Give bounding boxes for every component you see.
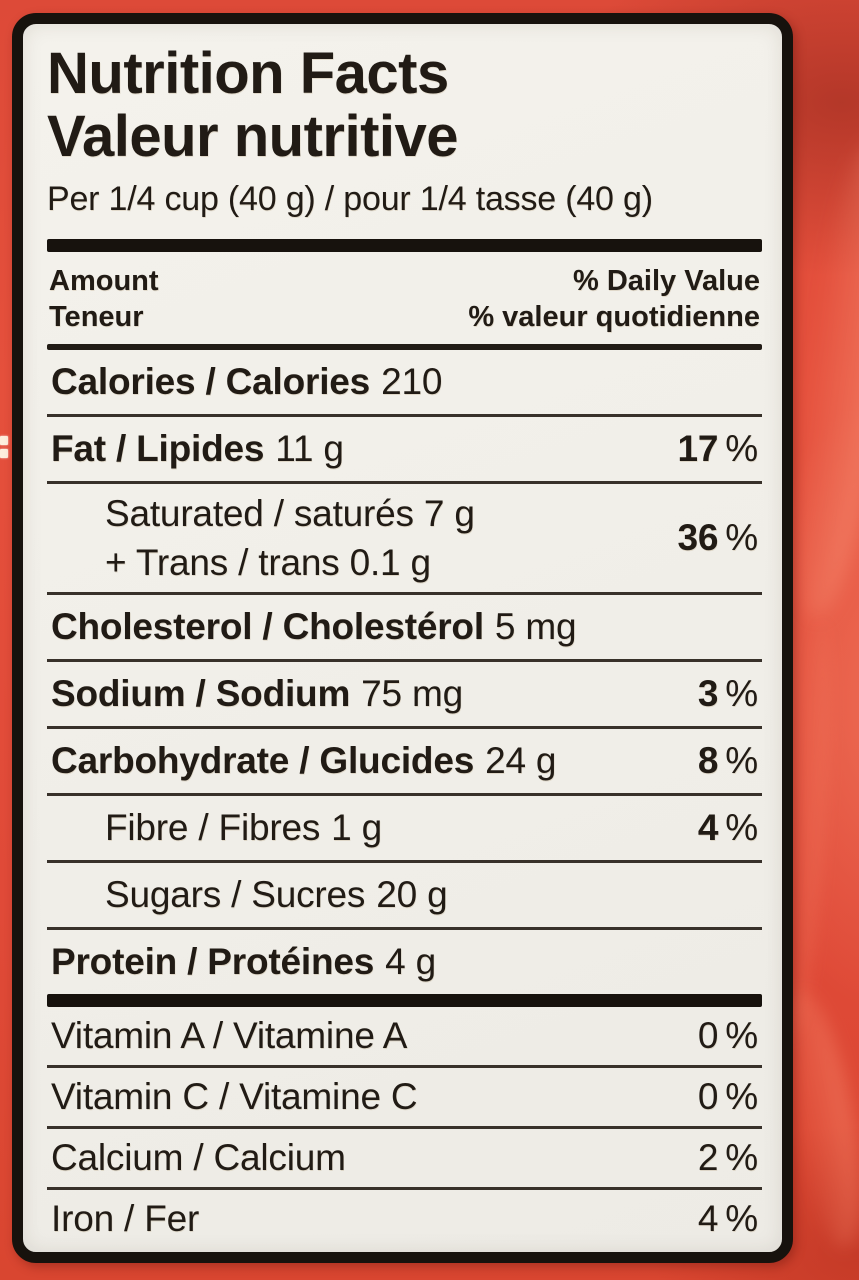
daily-value-label-en: % Daily Value xyxy=(573,265,760,297)
amount-label-fr: Teneur xyxy=(49,301,144,333)
nutrition-facts-label: Nutrition Facts Valeur nutritive Per 1/4… xyxy=(12,13,793,1263)
divider-thin xyxy=(47,592,762,595)
nutrient-name: Vitamin C / Vitamine C xyxy=(51,1076,418,1117)
divider-medium xyxy=(47,344,762,350)
nutrient-value: 1 g xyxy=(331,807,382,848)
daily-value-percent: 3% xyxy=(697,673,758,714)
title-french: Valeur nutritive xyxy=(47,104,459,169)
nutrient-name: Cholesterol / Cholestérol xyxy=(51,606,484,647)
nutrient-name: Saturated / saturés 7 g xyxy=(105,493,475,534)
nutrient-name: Sugars / Sucres xyxy=(105,874,366,915)
nutrient-name: Calories / Calories xyxy=(51,361,371,402)
label-title: Nutrition Facts Valeur nutritive xyxy=(47,42,762,168)
daily-value-percent: 0% xyxy=(697,1076,758,1117)
amount-column-header: Amount Teneur xyxy=(49,263,159,335)
nutrient-row-calories: Calories / Calories 210 xyxy=(47,350,762,414)
bag-edge-print-fragment xyxy=(0,436,9,466)
nutrient-row-cholesterol: Cholesterol / Cholestérol 5 mg xyxy=(47,595,762,659)
nutrient-value: 75 mg xyxy=(361,673,464,714)
daily-value-percent: 0% xyxy=(697,1015,758,1056)
divider-thin xyxy=(47,659,762,662)
micronutrient-row-vitamin-c: Vitamin C / Vitamine C 0% xyxy=(47,1068,762,1126)
nutrient-row-sugars: Sugars / Sucres 20 g xyxy=(47,863,762,927)
divider-thick-bottom xyxy=(47,994,762,1007)
nutrient-name: Fibre / Fibres xyxy=(105,807,321,848)
nutrient-name: Protein / Protéines xyxy=(51,941,375,982)
nutrient-name: + Trans / trans 0.1 g xyxy=(105,542,431,583)
nutrient-value: 20 g xyxy=(376,874,448,915)
divider-thin xyxy=(47,1187,762,1190)
nutrient-row-protein: Protein / Protéines 4 g xyxy=(47,930,762,994)
micronutrient-row-calcium: Calcium / Calcium 2% xyxy=(47,1129,762,1187)
nutrient-name: Vitamin A / Vitamine A xyxy=(51,1015,408,1056)
daily-value-percent: 17% xyxy=(677,428,759,469)
nutrient-name: Iron / Fer xyxy=(51,1198,200,1239)
micronutrient-row-vitamin-a: Vitamin A / Vitamine A 0% xyxy=(47,1007,762,1065)
nutrient-row-carbohydrate: Carbohydrate / Glucides 24 g 8% xyxy=(47,729,762,793)
column-header: Amount Teneur % Daily Value % valeur quo… xyxy=(47,252,762,344)
nutrient-value: 210 xyxy=(381,361,443,402)
amount-label-en: Amount xyxy=(49,265,159,297)
serving-size-line: Per 1/4 cup (40 g) / pour 1/4 tasse (40 … xyxy=(47,180,653,218)
nutrient-name: Fat / Lipides xyxy=(51,428,265,469)
nutrient-name: Sodium / Sodium xyxy=(51,673,351,714)
nutrient-value: 4 g xyxy=(385,941,436,982)
daily-value-percent: 36% xyxy=(677,517,759,558)
divider-thin xyxy=(47,793,762,796)
daily-value-column-header: % Daily Value % valeur quotidienne xyxy=(468,263,760,335)
title-english: Nutrition Facts xyxy=(47,41,449,106)
divider-thick-top xyxy=(47,239,762,252)
daily-value-percent: 8% xyxy=(697,740,758,781)
divider-thin xyxy=(47,927,762,930)
divider-thin xyxy=(47,481,762,484)
nutrient-value: 24 g xyxy=(485,740,557,781)
divider-thin xyxy=(47,726,762,729)
nutrient-name: Calcium / Calcium xyxy=(51,1137,346,1178)
daily-value-percent: 4% xyxy=(697,807,758,848)
daily-value-label-fr: % valeur quotidienne xyxy=(468,301,760,333)
nutrient-row-fat: Fat / Lipides 11 g 17% xyxy=(47,417,762,481)
nutrient-value: 5 mg xyxy=(494,606,577,647)
daily-value-percent: 4% xyxy=(697,1198,758,1239)
divider-thin xyxy=(47,860,762,863)
micronutrient-row-iron: Iron / Fer 4% xyxy=(47,1190,762,1248)
nutrient-row-sodium: Sodium / Sodium 75 mg 3% xyxy=(47,662,762,726)
nutrient-row-fibre: Fibre / Fibres 1 g 4% xyxy=(47,796,762,860)
nutrient-name: Carbohydrate / Glucides xyxy=(51,740,475,781)
daily-value-percent: 2% xyxy=(697,1137,758,1178)
nutrient-row-saturated-trans: Saturated / saturés 7 g + Trans / trans … xyxy=(47,484,762,592)
divider-thin xyxy=(47,1065,762,1068)
divider-thin xyxy=(47,1126,762,1129)
divider-thin xyxy=(47,414,762,417)
nutrient-value: 11 g xyxy=(275,428,344,469)
